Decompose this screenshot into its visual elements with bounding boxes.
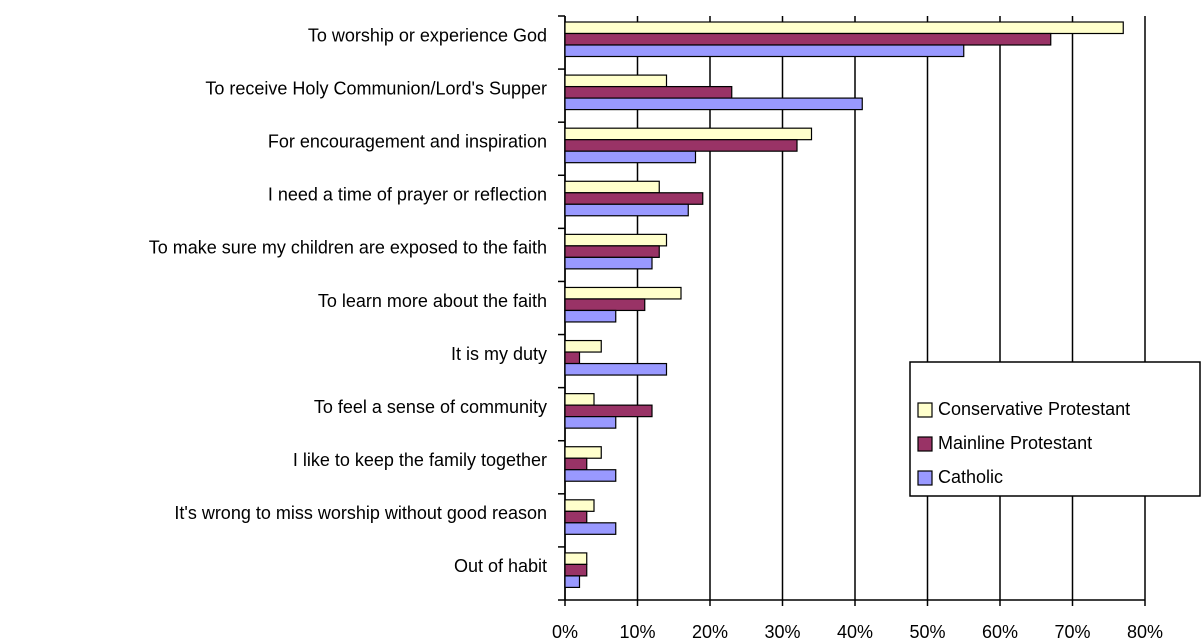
bar	[564, 522, 617, 535]
y-tick-label: It is my duty	[451, 344, 547, 364]
bar	[564, 150, 697, 164]
y-tick-label: To worship or experience God	[308, 25, 547, 45]
y-tick-label: I like to keep the family together	[293, 450, 547, 470]
bar	[564, 203, 689, 217]
bar	[564, 339, 602, 353]
bar	[564, 298, 646, 312]
bar	[564, 74, 668, 88]
x-tick-label: 60%	[982, 622, 1018, 641]
bar	[564, 404, 653, 418]
bar	[564, 286, 682, 300]
x-tick-label: 30%	[764, 622, 800, 641]
bar	[564, 563, 588, 577]
legend-swatch	[917, 436, 933, 452]
legend-label: Conservative Protestant	[938, 399, 1130, 419]
bar	[564, 256, 653, 270]
bar	[564, 139, 798, 152]
x-tick-label: 0%	[552, 622, 578, 641]
x-tick-label: 50%	[909, 622, 945, 641]
bar	[564, 446, 602, 459]
y-tick-label: To receive Holy Communion/Lord's Supper	[205, 78, 547, 98]
bar	[564, 510, 588, 524]
x-tick-label: 80%	[1127, 622, 1163, 641]
bar	[564, 499, 595, 512]
bar	[564, 127, 813, 141]
y-tick-label: Out of habit	[454, 556, 547, 576]
y-tick-label: It's wrong to miss worship without good …	[174, 503, 547, 523]
x-tick-label: 40%	[837, 622, 873, 641]
legend-label: Mainline Protestant	[938, 433, 1092, 453]
bar	[564, 233, 668, 247]
bar	[564, 362, 668, 376]
bar	[564, 180, 660, 194]
legend-label: Catholic	[938, 467, 1003, 487]
bar	[564, 192, 704, 205]
x-tick-label: 20%	[692, 622, 728, 641]
bar	[564, 85, 733, 99]
bar	[564, 245, 660, 258]
bar	[564, 416, 617, 429]
x-tick-label: 10%	[619, 622, 655, 641]
bar	[564, 44, 965, 58]
x-tick-label: 70%	[1054, 622, 1090, 641]
y-tick-label: To feel a sense of community	[314, 397, 547, 417]
bar	[564, 21, 1124, 35]
legend-swatch	[917, 402, 933, 418]
bar	[564, 32, 1052, 46]
y-tick-label: I need a time of prayer or reflection	[268, 185, 547, 205]
bar	[564, 575, 581, 589]
y-tick-label: To learn more about the faith	[318, 291, 547, 311]
bar	[564, 469, 617, 482]
bar	[564, 351, 581, 365]
bar	[564, 552, 588, 566]
bar	[564, 309, 617, 323]
y-tick-label: For encouragement and inspiration	[268, 131, 547, 151]
y-tick-label: To make sure my children are exposed to …	[149, 238, 547, 258]
bar	[564, 457, 588, 471]
bar	[564, 393, 595, 406]
legend-swatch	[917, 470, 933, 486]
bar	[564, 97, 863, 111]
legend-box	[909, 361, 1201, 497]
